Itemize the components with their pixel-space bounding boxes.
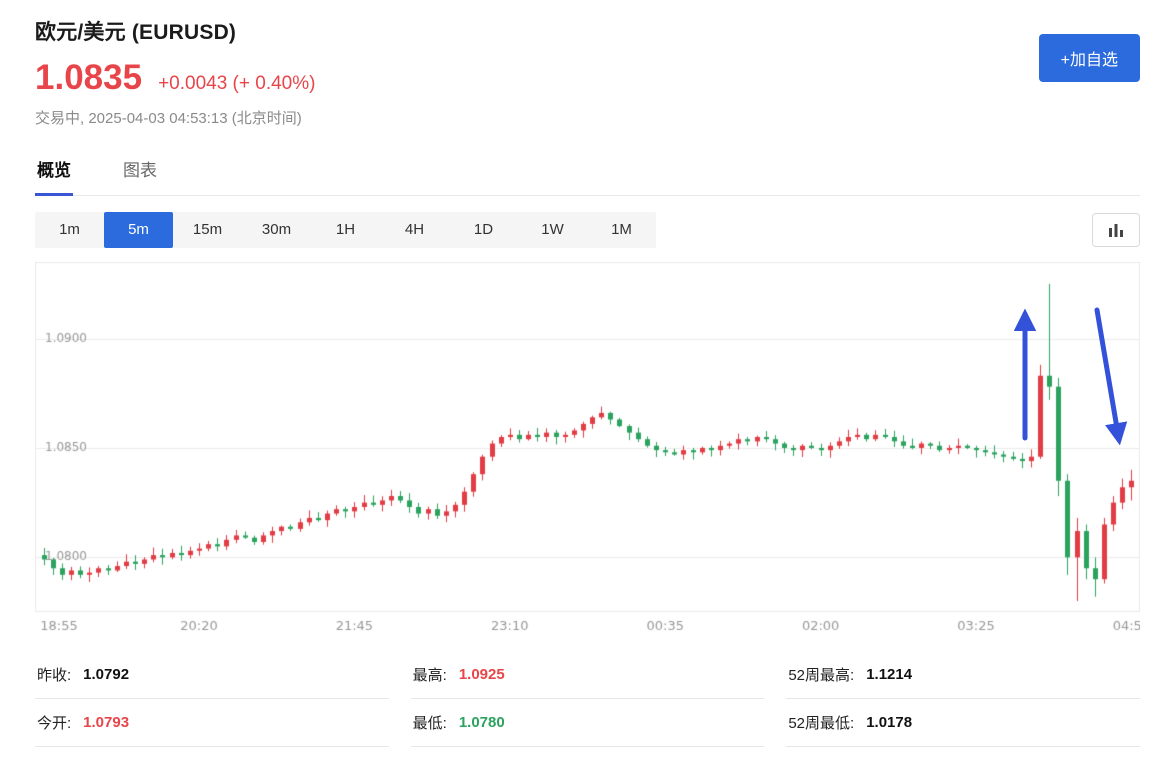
timeframe-1w[interactable]: 1W <box>541 221 564 238</box>
timeframe-1h[interactable]: 1H <box>335 221 356 238</box>
chart-toolbar: 1m 5m 15m 30m 1H 4H 1D 1W 1M <box>35 212 1140 248</box>
tab-overview[interactable]: 概览 <box>35 152 73 196</box>
price-change: +0.0043 (+ 0.40%) <box>158 73 316 94</box>
stat-value: 1.1214 <box>866 666 913 683</box>
stat-row: 52周最高: 1.1214 <box>786 651 1140 699</box>
stat-value: 1.0178 <box>866 714 913 731</box>
stat-row: 最低: 1.0780 <box>410 699 765 747</box>
stat-label: 最高: <box>412 667 447 684</box>
stat-label: 52周最高: <box>788 667 855 684</box>
tab-bar: 概览 图表 <box>35 152 1140 196</box>
stats-panel: 昨收: 1.0792 今开: 1.0793 最高: 1.0925 最低: 1.0… <box>35 651 1140 747</box>
timeframe-30m[interactable]: 30m <box>261 221 292 238</box>
timeframe-1d[interactable]: 1D <box>473 221 494 238</box>
timeframe-1mo[interactable]: 1M <box>611 221 632 238</box>
stats-column-1: 昨收: 1.0792 今开: 1.0793 <box>35 651 389 747</box>
candlestick-chart <box>35 262 1140 637</box>
stat-row: 昨收: 1.0792 <box>35 651 389 699</box>
candlestick-canvas[interactable] <box>35 262 1140 637</box>
trading-status: 交易中, 2025-04-03 04:53:13 (北京时间) <box>35 110 302 127</box>
page-title: 欧元/美元 (EURUSD) <box>35 21 237 44</box>
chart-type-button[interactable] <box>1092 213 1140 247</box>
bar-chart-icon <box>1107 221 1125 239</box>
stat-value: 1.0792 <box>83 666 130 683</box>
stats-column-3: 52周最高: 1.1214 52周最低: 1.0178 <box>786 651 1140 747</box>
stat-row: 52周最低: 1.0178 <box>786 699 1140 747</box>
stat-value: 1.0793 <box>83 714 130 731</box>
stat-row: 最高: 1.0925 <box>410 651 765 699</box>
page: 欧元/美元 (EURUSD) +加自选 1.0835 +0.0043 (+ 0.… <box>35 0 1140 747</box>
current-price: 1.0835 <box>35 58 143 97</box>
stat-label: 昨收: <box>37 667 72 684</box>
timeframe-4h[interactable]: 4H <box>404 221 425 238</box>
stat-label: 今开: <box>37 715 72 732</box>
timeframe-5m[interactable]: 5m <box>104 212 173 248</box>
stat-row: 今开: 1.0793 <box>35 699 389 747</box>
stats-column-2: 最高: 1.0925 最低: 1.0780 <box>410 651 765 747</box>
stat-value: 1.0925 <box>458 666 505 683</box>
stat-label: 52周最低: <box>788 715 855 732</box>
stat-value: 1.0780 <box>458 714 505 731</box>
price-row: 1.0835 +0.0043 (+ 0.40%) <box>35 58 1140 98</box>
timeframe-bar: 1m 5m 15m 30m 1H 4H 1D 1W 1M <box>35 212 656 248</box>
timeframe-15m[interactable]: 15m <box>192 221 223 238</box>
stat-label: 最低: <box>412 715 447 732</box>
add-watchlist-button[interactable]: +加自选 <box>1038 34 1140 82</box>
timeframe-1m[interactable]: 1m <box>59 221 80 238</box>
tab-chart[interactable]: 图表 <box>123 161 157 180</box>
